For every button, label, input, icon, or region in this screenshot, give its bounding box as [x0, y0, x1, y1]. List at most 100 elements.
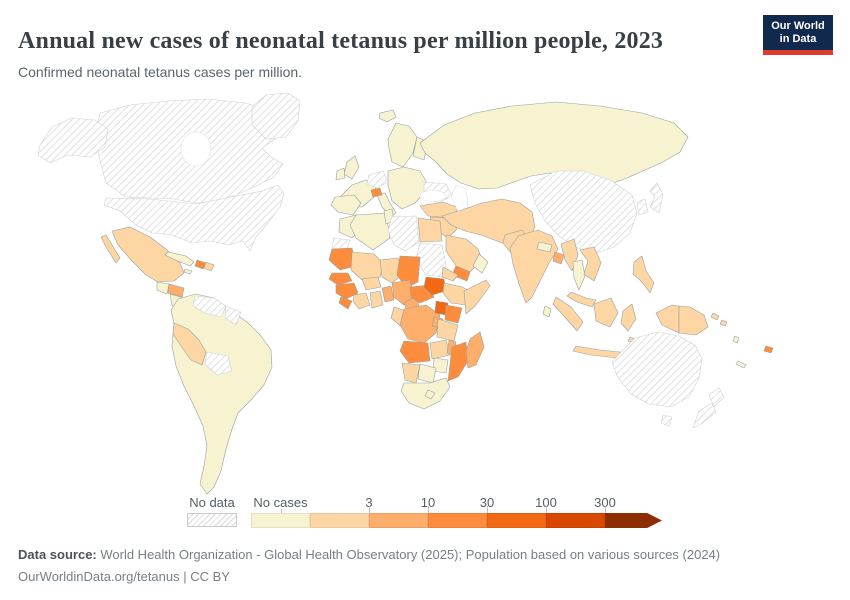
country-venezuela[interactable] [192, 295, 227, 318]
country-philippines[interactable] [632, 255, 655, 294]
country-mozambique[interactable] [447, 341, 469, 382]
country-yemen[interactable] [451, 265, 471, 282]
country-namibia[interactable] [401, 362, 421, 384]
country-greenland[interactable] [251, 92, 301, 140]
country-russia[interactable] [419, 101, 689, 190]
country-zambia[interactable] [429, 339, 451, 360]
country-peru[interactable] [172, 322, 207, 366]
country-south-sudan[interactable] [423, 276, 447, 296]
country-algeria[interactable] [349, 212, 391, 251]
country-guinea[interactable] [335, 282, 359, 300]
country-ireland[interactable] [335, 167, 346, 181]
no-data-swatch[interactable] [187, 513, 237, 527]
country-oman[interactable] [472, 253, 489, 274]
country-togo-benin[interactable] [381, 285, 395, 303]
page-subtitle: Confirmed neonatal tetanus cases per mil… [18, 64, 303, 80]
country-bolivia[interactable] [204, 351, 233, 376]
country-honduras[interactable] [167, 283, 185, 298]
country-iberia[interactable] [330, 194, 362, 216]
country-dominican-republic[interactable] [203, 261, 215, 272]
country-madagascar[interactable] [465, 331, 485, 369]
country-switzerland[interactable] [370, 187, 383, 198]
country-south-america[interactable] [170, 293, 273, 495]
country-haiti[interactable] [194, 259, 207, 270]
country-eastern-europe[interactable] [387, 166, 427, 210]
legend-tickmark-100 [546, 506, 547, 513]
country-alaska[interactable] [37, 117, 109, 164]
country-guatemala[interactable] [156, 281, 170, 295]
country-sri-lanka[interactable] [542, 305, 552, 318]
country-guyanas[interactable] [224, 305, 242, 326]
owid-logo[interactable]: Our World in Data [763, 15, 833, 55]
country-nepal[interactable] [536, 241, 553, 253]
country-south-africa[interactable] [400, 377, 451, 410]
country-mexico-baja[interactable] [100, 234, 121, 264]
country-new-caledonia[interactable] [735, 360, 747, 369]
country-sulawesi[interactable] [620, 303, 637, 332]
footer-source-text: World Health Organization - Global Healt… [96, 547, 721, 562]
country-thailand[interactable] [572, 259, 586, 291]
country-sierra-leone-liberia[interactable] [338, 296, 353, 310]
country-tanzania[interactable] [436, 318, 459, 342]
country-malaysia[interactable] [566, 291, 597, 308]
world-map [37, 92, 774, 495]
legend-bin-lt3[interactable] [310, 513, 369, 528]
country-usa[interactable] [103, 184, 285, 252]
country-kenya[interactable] [444, 304, 463, 324]
legend-tick-label-30: 30 [479, 495, 495, 510]
country-mauritania[interactable] [328, 247, 357, 271]
legend-bin-v10_30[interactable] [428, 513, 487, 528]
country-australia[interactable] [611, 331, 703, 408]
country-solomons-2[interactable] [719, 319, 728, 327]
country-eritrea[interactable] [441, 266, 459, 282]
country-japan[interactable] [649, 182, 664, 214]
country-zimbabwe[interactable] [432, 357, 449, 374]
country-egypt[interactable] [417, 217, 443, 243]
country-borneo[interactable] [593, 297, 619, 328]
country-drc[interactable] [399, 304, 441, 344]
country-indochina[interactable] [579, 246, 602, 282]
country-china-mongolia[interactable] [529, 170, 638, 254]
country-chad[interactable] [396, 255, 421, 289]
country-new-zealand-south[interactable] [692, 402, 717, 429]
country-west-papua[interactable] [655, 304, 680, 334]
country-senegal[interactable] [328, 272, 353, 286]
legend-bin-v30_100[interactable] [487, 513, 546, 528]
country-png[interactable] [678, 305, 709, 336]
country-libya[interactable] [387, 215, 420, 252]
country-india[interactable] [509, 229, 559, 304]
legend-bin-v3_10[interactable] [369, 513, 428, 528]
country-sumatra[interactable] [552, 296, 584, 332]
legend-bin-no_cases[interactable] [251, 513, 310, 528]
country-germany[interactable] [366, 170, 389, 189]
world-map-container [0, 85, 850, 495]
no-data-label: No data [189, 495, 235, 510]
country-cote-divoire[interactable] [352, 292, 371, 310]
footer-source: Data source: World Health Organization -… [18, 544, 828, 566]
country-burkina-faso[interactable] [361, 276, 382, 291]
country-sudan[interactable] [415, 242, 447, 278]
country-ghana[interactable] [369, 290, 384, 309]
country-solomons-1[interactable] [710, 312, 720, 321]
country-lesotho[interactable] [424, 389, 436, 400]
country-iceland[interactable] [378, 109, 397, 123]
country-somalia[interactable] [463, 279, 491, 315]
country-bangladesh[interactable] [552, 251, 565, 265]
country-tasmania[interactable] [660, 414, 673, 427]
legend-bin-v100_300[interactable] [546, 513, 605, 528]
country-jamaica[interactable] [183, 268, 193, 275]
country-java[interactable] [572, 345, 621, 359]
legend-bin-gt300[interactable] [605, 513, 662, 528]
country-mali[interactable] [350, 251, 385, 281]
country-mexico[interactable] [111, 226, 185, 283]
country-uk[interactable] [343, 155, 360, 180]
footer-link-line[interactable]: OurWorldinData.org/tetanus | CC BY [18, 569, 230, 584]
country-angola[interactable] [399, 340, 431, 364]
country-new-zealand-north[interactable] [708, 387, 725, 408]
country-fiji[interactable] [763, 345, 774, 354]
country-cuba[interactable] [164, 251, 195, 267]
country-scandinavia[interactable] [387, 122, 418, 168]
country-vanuatu[interactable] [732, 335, 740, 344]
country-korea[interactable] [636, 198, 649, 216]
